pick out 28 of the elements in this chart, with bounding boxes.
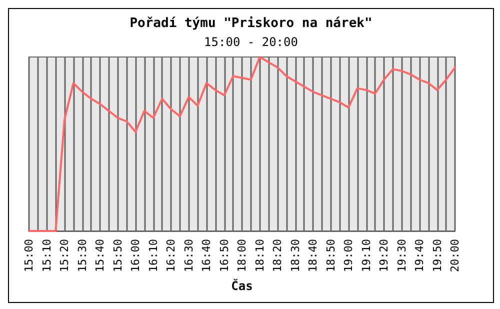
x-tick-label: 19:20 (378, 239, 390, 272)
x-tick-label: 15:50 (111, 239, 124, 272)
x-tick-label: 19:50 (430, 239, 444, 272)
x-tick-label: 19:00 (342, 239, 355, 272)
chart-title: Pořadí týmu "Priskoro na nárek" (130, 16, 372, 31)
x-tick-label: 16:00 (129, 239, 142, 272)
chart-subtitle: 15:00 - 20:00 (204, 35, 298, 49)
x-tick-label: 18:20 (271, 239, 284, 272)
x-tick-label: 15:20 (58, 239, 71, 272)
x-tick-label: 16:50 (218, 239, 231, 272)
x-tick-label: 20:00 (448, 239, 462, 272)
x-tick-label: 18:10 (253, 239, 266, 272)
x-tick-label: 18:30 (288, 239, 302, 272)
x-tick-label: 15:10 (40, 239, 54, 272)
x-tick-label: 15:00 (22, 239, 36, 272)
x-axis-title: Čas (231, 278, 253, 294)
x-tick-label: 19:10 (360, 239, 373, 272)
x-tick-label: 15:40 (94, 239, 106, 272)
x-tick-label: 18:50 (324, 239, 338, 272)
x-tick-label: 18:40 (306, 239, 320, 272)
x-tick-label: 18:00 (236, 239, 248, 272)
x-tick-label: 16:40 (200, 239, 213, 272)
x-tick-label: 15:30 (76, 239, 89, 272)
x-tick-label: 16:10 (146, 239, 160, 272)
x-tick-label: 19:40 (413, 239, 426, 272)
x-tick-label: 16:20 (164, 239, 178, 272)
x-tick-label: 16:30 (182, 239, 196, 272)
x-tick-label: 19:30 (395, 239, 408, 272)
